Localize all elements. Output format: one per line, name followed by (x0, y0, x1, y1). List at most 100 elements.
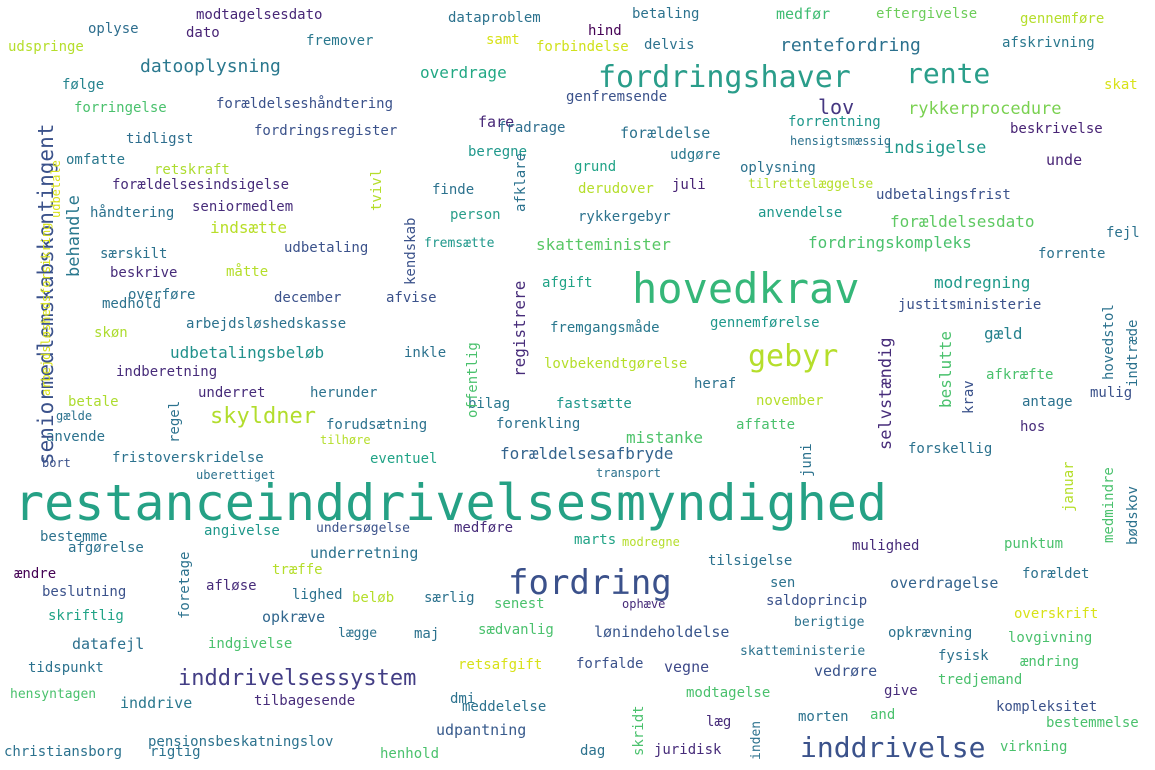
word-cloud-word: retskraft (154, 162, 230, 178)
word-cloud-word: medhold (102, 296, 162, 312)
word-cloud-word: gælde (56, 409, 93, 423)
word-cloud-word: grund (574, 159, 617, 175)
word-cloud-word: håndtering (90, 205, 175, 221)
word-cloud-word: tvivl (369, 168, 385, 211)
word-cloud-word: unde (1046, 151, 1083, 169)
word-cloud-word: person (450, 207, 501, 223)
word-cloud-word: selvstændig (876, 337, 896, 450)
word-cloud-word: mulig (1090, 385, 1133, 401)
word-cloud-word: afklare (513, 152, 529, 212)
word-cloud-word: indberetning (116, 364, 218, 380)
word-cloud-word: betale (68, 394, 119, 410)
word-cloud-word: samt (486, 32, 520, 48)
word-cloud-word: mulighed (852, 538, 920, 554)
word-cloud-word: rykkergebyr (578, 209, 671, 225)
word-cloud-word: inddrive (120, 694, 193, 712)
word-cloud-word: fordringskompleks (808, 233, 972, 252)
word-cloud-word: skriftlig (48, 608, 124, 624)
word-cloud-word: eftergivelse (876, 6, 978, 22)
word-cloud-word: dato (186, 25, 220, 41)
word-cloud-word: fordringsregister (254, 123, 398, 139)
word-cloud-word: regel (167, 400, 183, 443)
word-cloud-word: saldoprincip (766, 593, 868, 609)
word-cloud-word: medfør (776, 5, 831, 23)
word-cloud-word: tilhøre (320, 433, 371, 447)
word-cloud-word: antage (1022, 394, 1073, 410)
word-cloud-word: hensigtsmæssig (790, 134, 892, 148)
word-cloud-word: fordring (508, 563, 672, 603)
word-cloud-word: anvende (46, 429, 106, 445)
word-cloud-word: skyldner (210, 404, 316, 429)
word-cloud-word: inddrivelse (800, 731, 986, 764)
word-cloud-word: forringelse (74, 100, 167, 116)
word-cloud-word: udbetale (49, 160, 63, 218)
word-cloud-word: beslutte (936, 330, 955, 408)
word-cloud-word: tilbagesende (254, 693, 356, 709)
word-cloud-word: kompleksitet (996, 699, 1098, 715)
word-cloud-word: retsafgift (458, 657, 543, 673)
word-cloud-word: lovgivning (1008, 630, 1093, 646)
word-cloud-word: henhold (380, 746, 440, 762)
word-cloud-word: delvis (644, 37, 695, 53)
word-cloud-word: forældelseshåndtering (216, 96, 394, 112)
word-cloud-word: restanceinddrivelsesmyndighed (14, 474, 887, 532)
word-cloud-word: inden (749, 720, 764, 760)
word-cloud-word: juridisk (654, 742, 722, 758)
word-cloud-word: hovedkrav (632, 264, 860, 313)
word-cloud-word: beslutning (42, 584, 127, 600)
word-cloud-word: eventuel (370, 451, 438, 467)
word-cloud-word: forrentning (788, 114, 881, 130)
word-cloud-word: udbetalingsbeløb (170, 343, 325, 362)
word-cloud-word: forfalde (576, 656, 644, 672)
word-cloud-word: heraf (694, 376, 737, 392)
word-cloud-word: vedrøre (814, 662, 878, 680)
word-cloud-word: bødskov (1125, 485, 1141, 545)
word-cloud-word: angivelse (204, 523, 280, 539)
word-cloud-word: medmindre (1101, 467, 1117, 543)
word-cloud-word: forældelsesafbryde (500, 444, 674, 463)
word-cloud-word: skat (1104, 77, 1138, 93)
word-cloud-word: afløse (206, 578, 257, 594)
word-cloud-word: overføre (128, 287, 196, 303)
word-cloud-word: sen (770, 575, 796, 591)
word-cloud-word: gæld (984, 324, 1023, 343)
word-cloud-word: undersøgelse (316, 521, 410, 536)
word-cloud-word: tilrettelæggelse (748, 177, 874, 192)
word-cloud-word: hos (1020, 419, 1046, 435)
word-cloud-word: underret (198, 385, 266, 401)
word-cloud-word: transport (596, 466, 662, 480)
word-cloud-word: skridt (631, 705, 647, 756)
word-cloud-word: beskrive (110, 265, 178, 281)
word-cloud-word: særlig (424, 590, 475, 606)
word-cloud-word: indgivelse (208, 636, 293, 652)
word-cloud-word: fristoverskridelse (112, 450, 264, 466)
word-cloud-word: læg (706, 714, 732, 730)
word-cloud-word: registrere (510, 280, 529, 377)
word-cloud-word: skatteminister (536, 235, 671, 254)
word-cloud-word: arbejdsløshedsforsikring (39, 222, 53, 396)
word-cloud-word: meddelelse (462, 699, 547, 715)
word-cloud-word: affatte (736, 417, 796, 433)
word-cloud-word: skatteministerie (740, 644, 866, 659)
word-cloud-word: forældelsesindsigelse (112, 177, 290, 193)
word-cloud-word: inddrivelsessystem (178, 666, 417, 691)
word-cloud-word: tilsigelse (708, 553, 793, 569)
word-cloud-word: morten (798, 709, 849, 725)
word-cloud-word: juli (672, 177, 706, 193)
word-cloud-word: særskilt (100, 246, 168, 262)
word-cloud-word: derudover (578, 181, 654, 197)
word-cloud-word: afgift (542, 275, 593, 291)
word-cloud-word: uberettiget (196, 468, 276, 482)
word-cloud-word: rykkerprocedure (908, 99, 1062, 119)
word-cloud-word: afkræfte (986, 367, 1054, 383)
word-cloud-word: hensyntagen (10, 687, 97, 702)
word-cloud-word: rigtig (150, 744, 201, 760)
word-cloud-word: udspringe (8, 39, 84, 55)
word-cloud-word: forudsætning (326, 417, 428, 433)
word-cloud-word: sædvanlig (478, 622, 554, 638)
word-cloud-word: oplysning (740, 160, 816, 176)
word-cloud-word: beskrivelse (1010, 121, 1103, 137)
word-cloud-word: lægge (338, 626, 378, 641)
word-cloud-word: ændre (14, 566, 57, 582)
